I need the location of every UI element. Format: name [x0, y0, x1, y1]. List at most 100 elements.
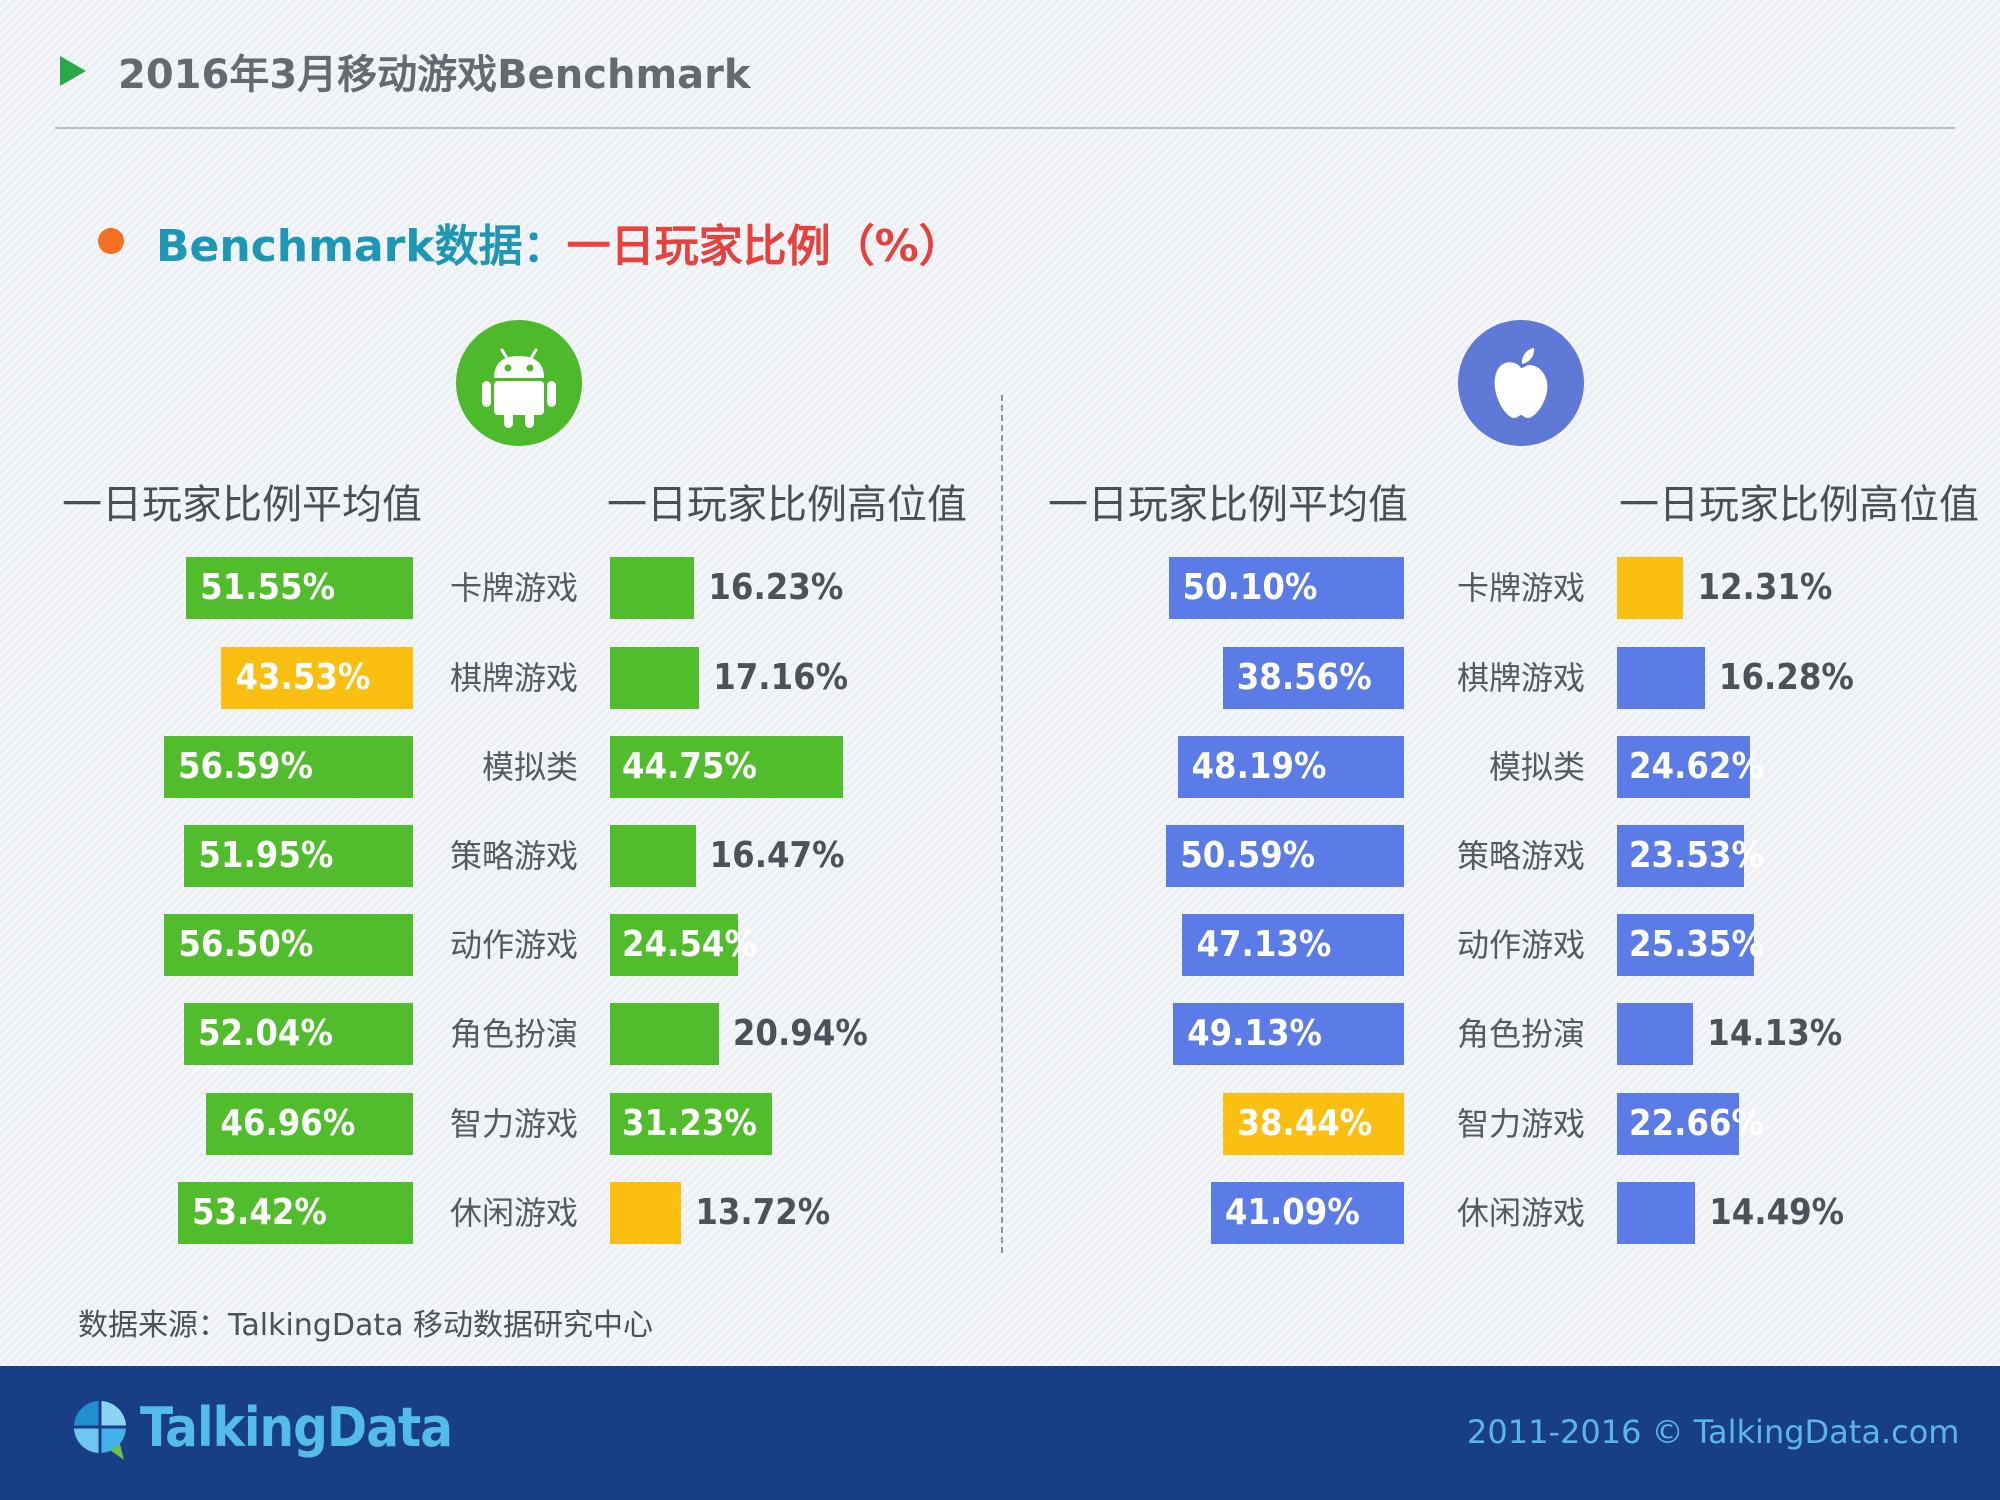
header-divider	[55, 127, 1955, 129]
ios-high-value: 25.35%	[1629, 924, 1764, 965]
android-high-value: 44.75%	[622, 746, 757, 787]
ios-avg-bar	[1223, 1093, 1404, 1155]
ios-high-bar	[1617, 1182, 1696, 1244]
android-avg-bar	[177, 1182, 413, 1244]
ios-high-value: 23.53%	[1629, 835, 1764, 876]
android-category-label: 棋牌游戏	[449, 659, 578, 697]
android-avg-bar	[206, 1093, 413, 1155]
android-avg-value: 51.95%	[198, 835, 334, 876]
footer-brand: TalkingData	[140, 1396, 453, 1459]
ios-avg-bar	[1173, 1003, 1404, 1065]
android-high-bar	[610, 1182, 682, 1244]
page-title: 2016年3月移动游戏Benchmark	[118, 52, 751, 98]
talkingdata-logo-icon	[70, 1398, 134, 1466]
ios-avg-value: 38.44%	[1237, 1103, 1373, 1144]
section-title-emphasis: 一日玩家比例（%）	[566, 221, 963, 272]
ios-category-label: 策略游戏	[1456, 837, 1585, 875]
data-source-note: 数据来源：TalkingData 移动数据研究中心	[78, 1308, 654, 1343]
android-high-bar	[610, 647, 700, 709]
footer-copyright: 2011-2016 © TalkingData.com	[1467, 1413, 1960, 1451]
ios-high-value: 24.62%	[1629, 746, 1764, 787]
android-avg-value: 46.96%	[220, 1103, 356, 1144]
section-bullet-icon	[98, 228, 124, 254]
header-arrow-icon	[60, 56, 86, 86]
android-avg-bar	[221, 647, 413, 709]
android-avg-bar	[184, 1003, 413, 1065]
android-category-label: 策略游戏	[449, 837, 578, 875]
ios-high-bar	[1617, 647, 1705, 709]
section-title: Benchmark数据：一日玩家比例（%）	[156, 210, 963, 274]
ios-high-header: 一日玩家比例高位值	[1619, 482, 1979, 528]
ios-high-bar	[1617, 825, 1745, 887]
android-category-label: 角色扮演	[449, 1015, 578, 1053]
android-high-value: 16.23%	[708, 567, 844, 608]
ios-avg-value: 48.19%	[1191, 746, 1327, 787]
ios-avg-bar	[1222, 647, 1404, 709]
ios-category-label: 智力游戏	[1456, 1105, 1585, 1143]
ios-high-value: 14.49%	[1709, 1192, 1845, 1233]
ios-avg-bar	[1210, 1182, 1404, 1244]
ios-category-label: 卡牌游戏	[1456, 569, 1585, 607]
android-category-label: 动作游戏	[449, 926, 578, 964]
ios-high-value: 12.31%	[1697, 567, 1833, 608]
android-avg-bar	[186, 557, 413, 619]
android-avg-bar	[164, 914, 413, 976]
ios-avg-value: 50.59%	[1180, 835, 1316, 876]
android-category-label: 模拟类	[481, 748, 578, 786]
android-high-bar	[610, 557, 695, 619]
android-high-header: 一日玩家比例高位值	[607, 482, 967, 528]
android-avg-value: 51.55%	[200, 567, 336, 608]
android-avg-value: 56.59%	[178, 746, 313, 787]
android-category-label: 卡牌游戏	[449, 569, 578, 607]
android-high-value: 17.16%	[713, 657, 849, 698]
android-high-value: 31.23%	[622, 1103, 757, 1144]
android-icon	[456, 320, 582, 446]
android-high-bar	[610, 1093, 773, 1155]
ios-avg-bar	[1168, 557, 1404, 619]
android-category-label: 休闲游戏	[449, 1194, 578, 1232]
ios-avg-bar	[1182, 914, 1404, 976]
ios-chart: 卡牌游戏 50.10% 12.31% 棋牌游戏 38.56% 16.28% 模拟类 48.19…	[1000, 0, 2000, 1300]
ios-avg-value: 49.13%	[1187, 1013, 1322, 1054]
android-high-bar	[610, 825, 696, 887]
ios-category-label: 棋牌游戏	[1456, 659, 1585, 697]
ios-high-bar	[1617, 557, 1684, 619]
ios-category-label: 角色扮演	[1456, 1015, 1585, 1053]
ios-high-value: 22.66%	[1629, 1103, 1764, 1144]
ios-avg-value: 38.56%	[1236, 657, 1372, 698]
android-category-label: 智力游戏	[449, 1105, 578, 1143]
android-chart: 卡牌游戏 51.55% 16.23% 棋牌游戏 43.53% 17.16% 模拟类 56.59…	[0, 0, 1000, 1300]
android-high-value: 24.54%	[622, 924, 757, 965]
android-high-value: 16.47%	[709, 835, 845, 876]
apple-icon	[1458, 320, 1584, 446]
android-avg-value: 53.42%	[191, 1192, 327, 1233]
ios-category-label: 休闲游戏	[1456, 1194, 1585, 1232]
ios-avg-value: 41.09%	[1224, 1192, 1360, 1233]
ios-avg-value: 50.10%	[1182, 567, 1318, 608]
ios-avg-header: 一日玩家比例平均值	[1048, 482, 1408, 528]
android-avg-value: 52.04%	[198, 1013, 333, 1054]
android-high-value: 20.94%	[732, 1013, 868, 1054]
android-high-value: 13.72%	[695, 1192, 831, 1233]
ios-avg-value: 47.13%	[1196, 924, 1332, 965]
android-high-bar	[610, 914, 738, 976]
footer-bar	[0, 1366, 2000, 1500]
ios-avg-bar	[1177, 736, 1404, 798]
android-high-bar	[610, 1003, 719, 1065]
ios-high-bar	[1617, 1003, 1694, 1065]
ios-high-bar	[1617, 914, 1754, 976]
ios-high-value: 14.13%	[1707, 1013, 1843, 1054]
ios-high-value: 16.28%	[1718, 657, 1854, 698]
android-high-bar	[610, 736, 843, 798]
ios-category-label: 模拟类	[1488, 748, 1585, 786]
android-avg-value: 56.50%	[178, 924, 314, 965]
ios-high-bar	[1617, 736, 1750, 798]
section-title-lead: Benchmark数据：	[156, 221, 567, 272]
ios-avg-bar	[1166, 825, 1404, 887]
platform-divider	[1001, 395, 1003, 1253]
android-avg-header: 一日玩家比例平均值	[62, 482, 422, 528]
ios-high-bar	[1617, 1093, 1740, 1155]
android-avg-bar	[164, 736, 413, 798]
android-avg-value: 43.53%	[235, 657, 371, 698]
android-avg-bar	[184, 825, 413, 887]
